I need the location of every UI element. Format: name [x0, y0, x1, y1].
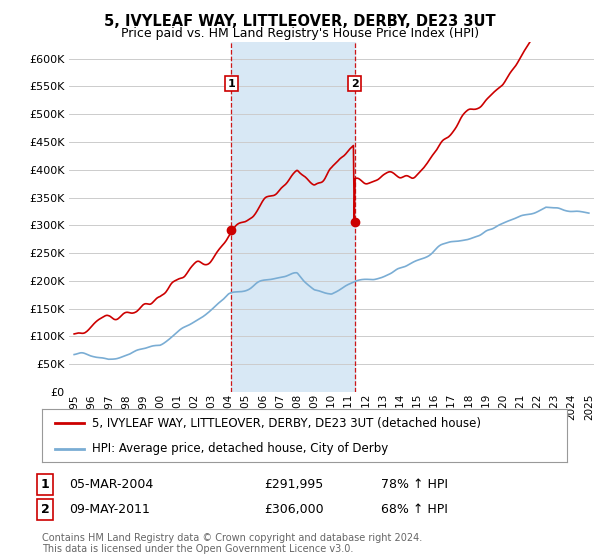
Text: Price paid vs. HM Land Registry's House Price Index (HPI): Price paid vs. HM Land Registry's House …	[121, 27, 479, 40]
Text: 2: 2	[41, 503, 49, 516]
Text: 68% ↑ HPI: 68% ↑ HPI	[381, 503, 448, 516]
Text: £291,995: £291,995	[264, 478, 323, 491]
Text: £306,000: £306,000	[264, 503, 323, 516]
Text: 5, IVYLEAF WAY, LITTLEOVER, DERBY, DE23 3UT: 5, IVYLEAF WAY, LITTLEOVER, DERBY, DE23 …	[104, 14, 496, 29]
Text: 1: 1	[227, 78, 235, 88]
Text: 05-MAR-2004: 05-MAR-2004	[69, 478, 153, 491]
Text: Contains HM Land Registry data © Crown copyright and database right 2024.: Contains HM Land Registry data © Crown c…	[42, 533, 422, 543]
Text: HPI: Average price, detached house, City of Derby: HPI: Average price, detached house, City…	[92, 442, 388, 455]
Bar	[232, 42, 355, 392]
Text: 09-MAY-2011: 09-MAY-2011	[69, 503, 150, 516]
Text: This data is licensed under the Open Government Licence v3.0.: This data is licensed under the Open Gov…	[42, 544, 353, 554]
Text: 2: 2	[351, 78, 359, 88]
Text: 78% ↑ HPI: 78% ↑ HPI	[381, 478, 448, 491]
Text: 5, IVYLEAF WAY, LITTLEOVER, DERBY, DE23 3UT (detached house): 5, IVYLEAF WAY, LITTLEOVER, DERBY, DE23 …	[92, 417, 481, 430]
Text: 1: 1	[41, 478, 49, 491]
